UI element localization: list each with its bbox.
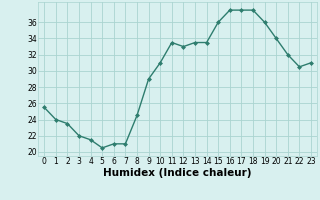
X-axis label: Humidex (Indice chaleur): Humidex (Indice chaleur) <box>103 168 252 178</box>
